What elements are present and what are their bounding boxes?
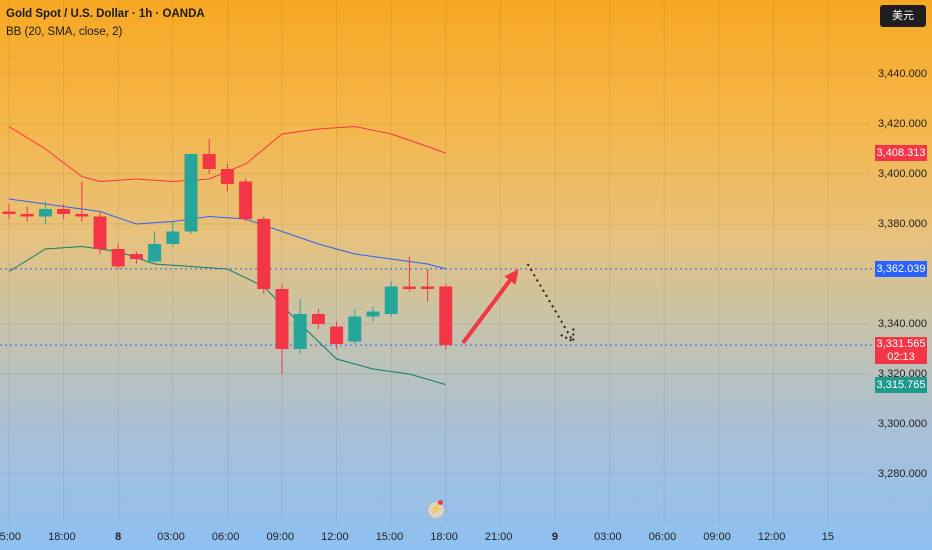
up-arrow-shaft	[462, 273, 516, 344]
indicator-legend[interactable]: BB (20, SMA, close, 2)	[6, 26, 123, 38]
candle	[20, 206, 34, 222]
candle	[293, 299, 307, 354]
candle	[257, 216, 271, 294]
candle	[57, 204, 71, 219]
candle-body	[148, 244, 162, 262]
candle	[421, 269, 435, 302]
x-tick-label: 06:00	[211, 531, 240, 543]
candle	[111, 244, 125, 269]
x-tick-label: 9	[551, 531, 559, 543]
candle	[93, 211, 107, 254]
candle-body	[111, 249, 125, 267]
candle-body	[20, 214, 34, 217]
x-tick-label: 09:00	[266, 531, 295, 543]
candle-body	[439, 286, 453, 346]
upper-band-badge: 3,408.313	[875, 145, 927, 162]
candle-body	[202, 154, 216, 169]
bb-lower-line	[8, 245, 446, 386]
candle	[184, 154, 198, 234]
candle	[311, 309, 325, 329]
candle	[402, 256, 416, 292]
candle-body	[293, 314, 307, 349]
y-tick-label: 3,280.000	[878, 468, 927, 480]
x-tick-label: 12:00	[757, 531, 786, 543]
candle	[275, 284, 289, 374]
candle	[220, 164, 234, 192]
candle	[75, 181, 89, 222]
x-tick-label: 15:00	[375, 531, 404, 543]
notification-dot	[438, 500, 443, 505]
y-tick-label: 3,400.000	[878, 168, 927, 180]
candle	[166, 221, 180, 247]
lower-band-badge: 3,315.765	[875, 376, 927, 393]
x-tick-label: 15	[821, 531, 835, 543]
x-tick-label: 03:00	[157, 531, 185, 543]
symbol-title[interactable]: Gold Spot / U.S. Dollar · 1h · OANDA	[6, 8, 205, 20]
basis-band-badge: 3,362.039	[875, 260, 927, 277]
candle-body	[57, 209, 71, 214]
candle	[239, 179, 253, 222]
down-arrow-head	[560, 327, 575, 344]
y-tick-label: 3,380.000	[878, 218, 927, 230]
x-tick-label: 03:00	[594, 531, 622, 543]
candle-body	[129, 254, 143, 259]
x-tick-label: 06:00	[648, 531, 677, 543]
countdown-badge: 02:13	[875, 351, 927, 365]
candle-body	[402, 286, 416, 289]
candle-body	[184, 154, 198, 232]
candle	[330, 321, 344, 349]
candle-body	[330, 326, 344, 344]
candle-body	[257, 219, 271, 289]
y-tick-label: 3,420.000	[878, 118, 927, 130]
down-arrow-dotted	[526, 263, 575, 343]
candle-body	[366, 311, 380, 317]
x-tick-label: 18:00	[430, 531, 458, 543]
candle-body	[384, 286, 398, 314]
candle-body	[220, 169, 234, 184]
candle	[439, 284, 453, 349]
candle	[129, 251, 143, 264]
x-tick-label: 21:00	[484, 531, 513, 543]
current-price-badge: 3,331.565	[875, 337, 927, 352]
candle-body	[311, 314, 325, 324]
currency-button[interactable]: 美元	[880, 5, 926, 27]
x-tick-label: 09:00	[703, 531, 731, 543]
up-arrow-head	[504, 269, 519, 285]
y-tick-label: 3,440.000	[878, 68, 927, 80]
candle	[366, 306, 380, 322]
candle-body	[348, 316, 362, 342]
candle-body	[75, 214, 89, 217]
candle	[38, 201, 52, 224]
x-tick-label: 18:00	[48, 531, 76, 543]
candle-body	[38, 209, 52, 217]
candle-body	[421, 286, 435, 289]
bb-basis-line	[8, 198, 446, 270]
candle	[348, 309, 362, 344]
candle-body	[2, 211, 16, 214]
candle	[202, 139, 216, 174]
candle-body	[166, 231, 180, 244]
y-tick-label: 3,340.000	[878, 318, 927, 330]
x-tick-label: 15:00	[0, 531, 22, 543]
candle-body	[275, 289, 289, 349]
candle	[384, 281, 398, 317]
candle	[148, 231, 162, 264]
lightning-icon[interactable]: ⚡	[427, 501, 445, 519]
candle-body	[239, 181, 253, 219]
x-tick-label: 12:00	[321, 531, 349, 543]
x-tick-label: 8	[115, 531, 122, 543]
candle-body	[93, 216, 107, 249]
y-tick-label: 3,300.000	[878, 418, 927, 430]
candle	[2, 204, 16, 219]
